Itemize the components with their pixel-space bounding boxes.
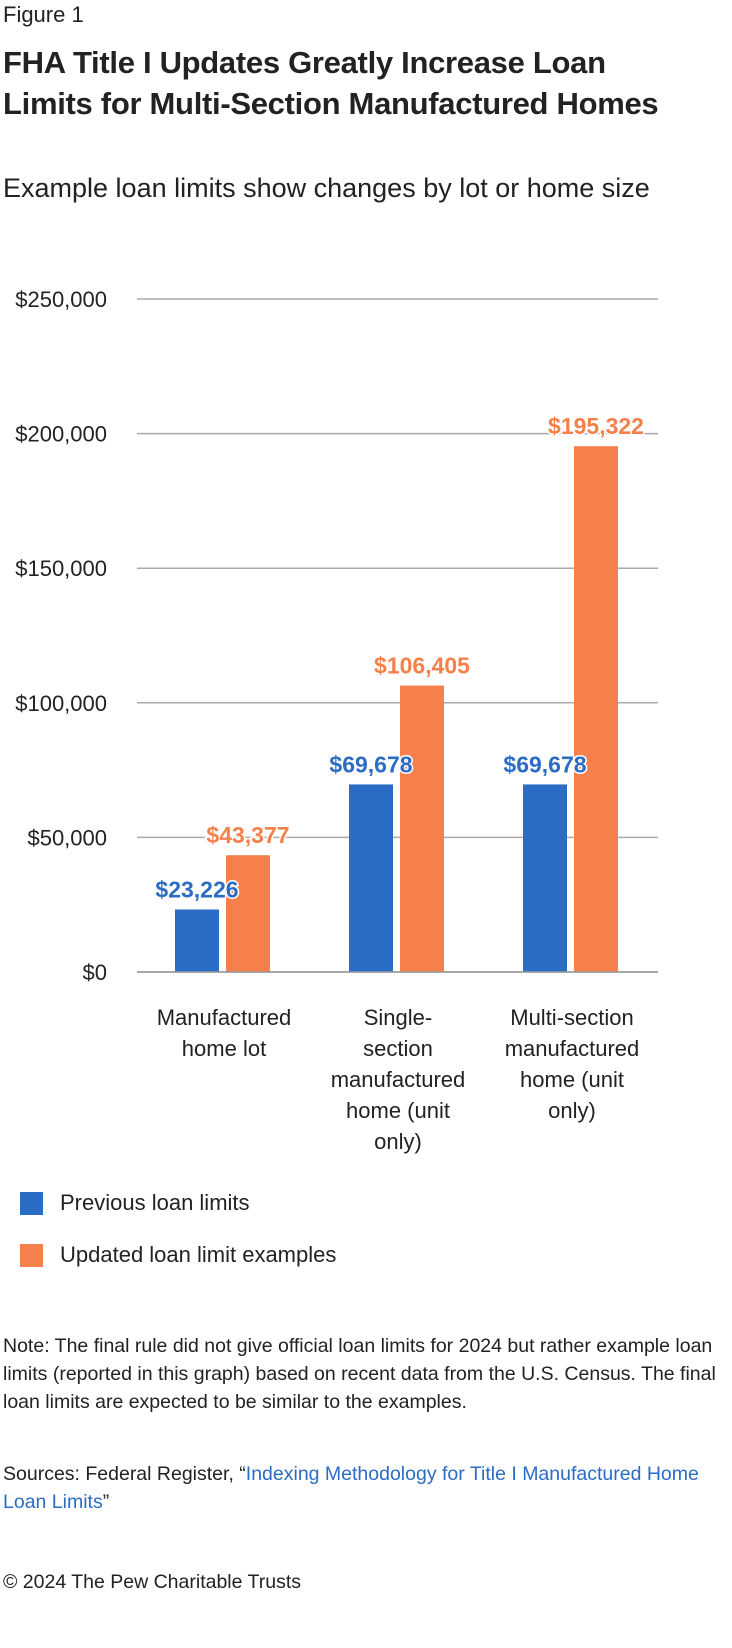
x-tick-label: only) xyxy=(548,1098,596,1123)
x-tick-label: only) xyxy=(374,1129,422,1154)
bar-updated xyxy=(226,855,270,972)
legend-swatch-updated xyxy=(20,1243,43,1267)
sources-prefix: Sources: Federal Register, “ xyxy=(3,1463,246,1485)
bar-updated xyxy=(574,446,618,972)
copyright: © 2024 The Pew Charitable Trusts xyxy=(3,1571,301,1593)
data-label: $69,678 xyxy=(503,751,586,777)
bar-updated xyxy=(400,685,444,972)
x-tick-label: Multi-section xyxy=(510,1005,633,1030)
x-tick-label: Manufactured xyxy=(157,1005,292,1030)
figure-label: Figure 1 xyxy=(3,2,84,27)
sources-link[interactable]: Indexing Methodology for Title I Manufac… xyxy=(3,1463,699,1513)
legend-swatch-previous xyxy=(20,1191,43,1215)
x-tick-label: manufactured xyxy=(331,1067,466,1092)
chart-title: FHA Title I Updates Greatly Increase Loa… xyxy=(3,45,659,121)
chart-subtitle: Example loan limits show changes by lot … xyxy=(3,173,650,203)
data-label: $23,226 xyxy=(155,876,238,902)
legend-label: Updated loan limit examples xyxy=(60,1242,337,1267)
data-label: $69,678 xyxy=(329,751,412,777)
bar-previous xyxy=(175,909,219,972)
sources: Sources: Federal Register, “Indexing Met… xyxy=(3,1460,723,1516)
bar-previous xyxy=(349,784,393,972)
x-tick-label: home (unit xyxy=(520,1067,624,1092)
x-tick-label: Single- xyxy=(364,1005,432,1030)
bar-previous xyxy=(523,784,567,972)
data-label: $106,405 xyxy=(374,653,470,679)
y-tick-label: $250,000 xyxy=(15,287,107,312)
note: Note: The final rule did not give offici… xyxy=(3,1335,716,1413)
y-tick-label: $200,000 xyxy=(15,422,107,447)
legend-item-updated: Updated loan limit examples xyxy=(20,1242,336,1268)
sources-suffix: ” xyxy=(102,1491,110,1513)
data-label: $195,322 xyxy=(548,413,644,439)
legend-label: Previous loan limits xyxy=(60,1190,250,1215)
y-tick-label: $150,000 xyxy=(15,556,107,581)
x-tick-label: home (unit xyxy=(346,1098,450,1123)
y-tick-label: $50,000 xyxy=(27,825,107,850)
legend-item-previous: Previous loan limits xyxy=(20,1190,250,1216)
data-label: $43,377 xyxy=(206,822,289,848)
y-tick-label: $0 xyxy=(83,960,107,985)
x-tick-label: home lot xyxy=(182,1036,266,1061)
x-tick-label: manufactured xyxy=(505,1036,640,1061)
bar-chart: $0 $50,000 $100,000 $150,000 $200,000 $250,00… xyxy=(15,287,658,1154)
x-tick-label: section xyxy=(363,1036,433,1061)
y-tick-label: $100,000 xyxy=(15,691,107,716)
